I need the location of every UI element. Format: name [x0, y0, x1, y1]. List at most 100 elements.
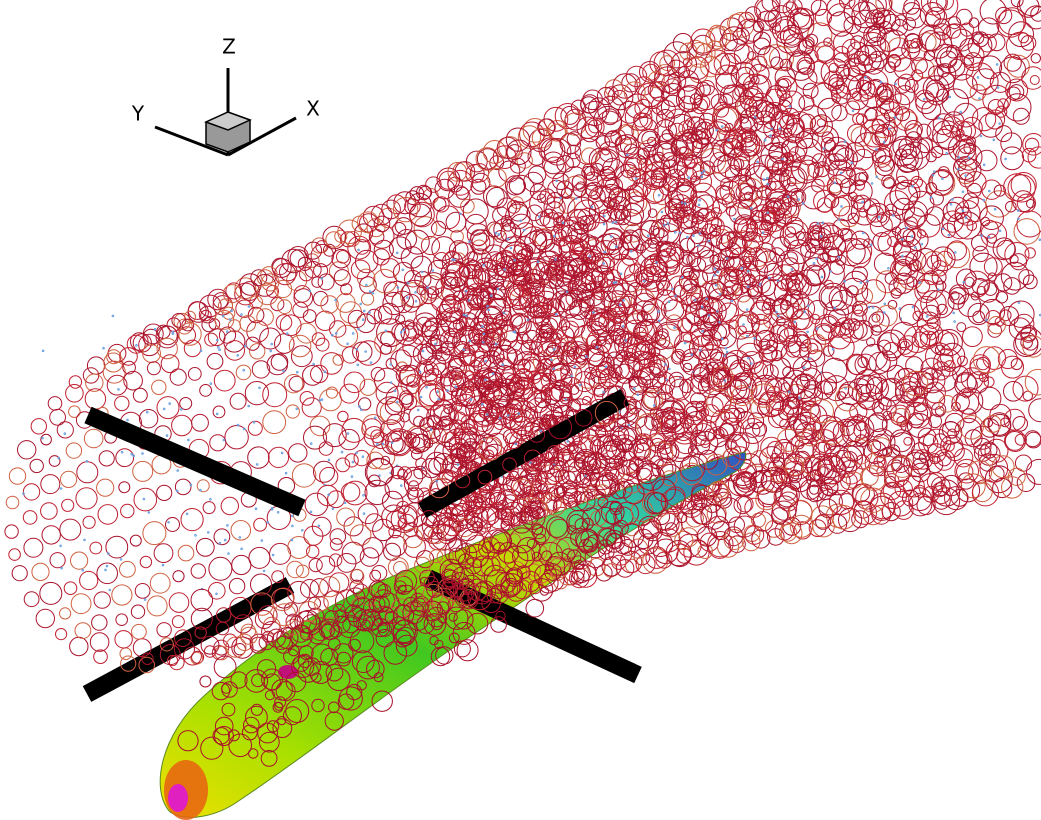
particle: [790, 500, 812, 522]
particle: [285, 472, 287, 474]
particle: [98, 505, 118, 525]
particle: [364, 310, 366, 312]
particle: [209, 583, 226, 600]
particle: [263, 411, 286, 434]
particle: [120, 561, 136, 577]
particle: [237, 355, 239, 357]
particle: [681, 202, 683, 204]
particle: [666, 379, 668, 381]
particle: [360, 303, 362, 305]
particle: [1019, 270, 1034, 285]
particle: [661, 211, 663, 213]
y-label: Y: [131, 102, 145, 126]
particle: [1022, 67, 1041, 89]
particle: [121, 451, 123, 453]
particle: [363, 538, 383, 558]
particle: [260, 328, 281, 349]
particle: [808, 305, 810, 307]
particle: [118, 389, 120, 391]
particle: [506, 140, 531, 165]
particle: [902, 255, 904, 257]
particle: [851, 162, 853, 164]
particle: [803, 367, 805, 369]
particle: [635, 113, 653, 131]
axis-triad: [155, 68, 296, 155]
particle: [870, 244, 872, 246]
particle: [829, 146, 849, 166]
particle: [492, 373, 494, 375]
particle: [623, 300, 625, 302]
particle: [192, 414, 209, 431]
particle: [1013, 108, 1029, 124]
particle: [653, 405, 655, 407]
particle: [5, 525, 18, 538]
particle: [791, 269, 793, 271]
particle: [120, 559, 122, 561]
particle: [381, 259, 400, 278]
particle: [684, 342, 686, 344]
particle: [254, 518, 267, 531]
particle: [345, 454, 358, 467]
particle: [397, 401, 399, 403]
particle: [227, 331, 229, 333]
particle: [635, 178, 637, 180]
particle: [357, 364, 359, 366]
particle: [714, 275, 716, 277]
particle: [488, 169, 507, 188]
particle: [50, 409, 66, 425]
particle: [996, 292, 1007, 303]
particle: [841, 206, 843, 208]
particle: [917, 124, 931, 138]
particle: [60, 488, 62, 490]
particle: [916, 280, 930, 294]
particle: [927, 80, 945, 98]
particle: [228, 320, 240, 332]
particle: [219, 542, 221, 544]
particle: [232, 555, 251, 574]
particle: [491, 295, 493, 297]
particle: [822, 358, 847, 383]
particle: [999, 230, 1001, 232]
particle: [577, 117, 598, 138]
particle: [912, 306, 914, 308]
particle: [950, 204, 952, 206]
particle: [200, 489, 202, 491]
particle: [241, 548, 243, 550]
particle: [715, 285, 717, 287]
particle: [726, 351, 728, 353]
particle: [921, 291, 946, 316]
particle: [315, 311, 334, 330]
particle: [281, 452, 283, 454]
particle: [872, 505, 891, 524]
particle: [946, 153, 948, 155]
particle: [99, 451, 114, 466]
particle: [210, 383, 212, 385]
particle: [152, 380, 166, 394]
particle: [372, 292, 374, 294]
particle: [61, 471, 77, 487]
particle: [97, 479, 114, 496]
particle: [682, 277, 684, 279]
particle: [954, 321, 956, 323]
particle: [460, 213, 462, 215]
particle: [614, 280, 629, 295]
particle: [509, 178, 525, 194]
particle: [391, 350, 412, 371]
particle: [50, 553, 65, 568]
particle: [330, 529, 346, 545]
particle: [224, 331, 245, 352]
particle: [381, 456, 389, 464]
particle: [130, 535, 141, 546]
particle: [310, 443, 312, 445]
particle: [674, 327, 676, 329]
particle: [957, 9, 972, 24]
particle: [872, 314, 880, 322]
particle: [714, 268, 716, 270]
particle: [731, 300, 733, 302]
particle: [240, 316, 256, 332]
particle: [341, 451, 343, 453]
particle: [177, 470, 179, 472]
particle: [407, 382, 419, 394]
particle: [216, 593, 218, 595]
particle: [207, 353, 223, 369]
